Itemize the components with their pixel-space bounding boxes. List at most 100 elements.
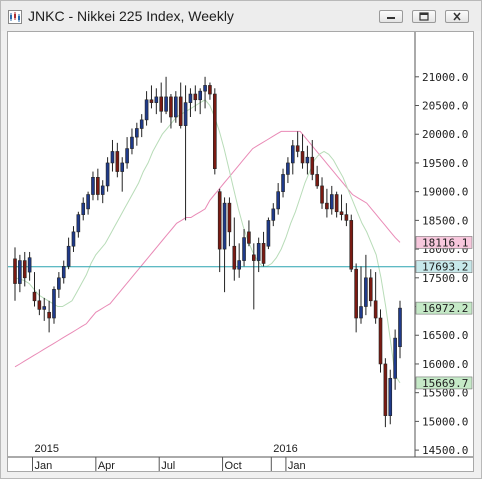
candle-body-57 <box>290 145 295 164</box>
minimize-icon <box>387 17 395 19</box>
candle-body-38 <box>198 90 202 101</box>
minimize-button[interactable] <box>379 10 403 23</box>
candle-body-28 <box>149 99 154 103</box>
price-box-bg-0 <box>415 236 473 249</box>
candle-body-75 <box>378 317 383 365</box>
candle-body-13 <box>76 214 81 233</box>
candle-body-69 <box>349 220 354 270</box>
maximize-button[interactable] <box>412 10 436 23</box>
title-bar[interactable]: JNKC - Nikkei 225 Index, Weekly <box>1 1 481 31</box>
candle-body-68 <box>344 214 349 221</box>
candle-body-26 <box>139 119 144 129</box>
candle-body-51 <box>261 243 266 264</box>
year-label-1: 2016 <box>273 443 297 455</box>
candle-body-55 <box>281 174 285 192</box>
price-box-bg-1 <box>415 260 473 274</box>
candle-body-71 <box>359 306 363 319</box>
candle-body-24 <box>130 136 134 149</box>
candle-body-18 <box>100 185 105 195</box>
candle-body-47 <box>242 237 246 261</box>
candle-body-74 <box>373 300 378 319</box>
price-box-bg-3 <box>415 376 473 390</box>
candle-body-3 <box>27 257 32 273</box>
close-icon <box>453 12 461 21</box>
candle-body-0 <box>13 258 17 284</box>
candle-body-16 <box>91 177 95 195</box>
candle-body-7 <box>47 311 51 319</box>
candle-body-62 <box>315 174 319 187</box>
candle-body-67 <box>339 211 344 215</box>
price-box-label-2: 16972.2 <box>422 302 468 315</box>
candle-body-52 <box>266 220 271 247</box>
close-button[interactable] <box>445 10 469 23</box>
candle-body-8 <box>52 288 56 319</box>
month-label-1: Apr <box>98 460 115 471</box>
candle-body-76 <box>383 363 388 416</box>
price-box-2: 16972.2 <box>415 301 473 315</box>
y-tick-label-13: 14500.0 <box>422 444 468 457</box>
candle-body-15 <box>86 194 90 210</box>
candle-body-20 <box>110 151 115 164</box>
moving-average-line-1 <box>14 130 401 368</box>
candle-body-35 <box>183 102 188 126</box>
candle-body-33 <box>174 96 178 118</box>
candle-body-48 <box>247 231 251 244</box>
candle-body-22 <box>120 162 125 172</box>
month-label-3: Oct <box>225 460 242 471</box>
candle-body-37 <box>193 93 198 101</box>
maximize-icon <box>419 12 429 21</box>
price-box-bg-2 <box>415 301 473 315</box>
candle-body-53 <box>271 208 276 221</box>
month-label-2: Jul <box>161 460 175 471</box>
candle-body-9 <box>57 277 61 290</box>
candle-body-72 <box>364 277 368 307</box>
y-tick-label-9: 16500.0 <box>422 329 468 342</box>
candle-body-65 <box>329 194 334 210</box>
candle-body-46 <box>237 260 241 270</box>
candle-body-45 <box>232 245 237 270</box>
plot-background <box>8 32 415 457</box>
y-tick-label-1: 20500.0 <box>422 100 468 113</box>
candle-body-29 <box>154 96 159 103</box>
price-box-1: 17693.2 <box>415 260 473 274</box>
candle-body-5 <box>37 300 42 310</box>
candle-body-50 <box>256 243 261 261</box>
candle-body-2 <box>22 260 27 279</box>
candle-body-49 <box>251 254 256 261</box>
price-box-0: 18116.1 <box>415 236 473 249</box>
y-tick-label-2: 20000.0 <box>422 128 468 141</box>
candle-body-64 <box>325 202 329 210</box>
month-label-0: Jan <box>34 460 52 471</box>
price-box-label-0: 18116.1 <box>422 236 468 249</box>
candle-body-27 <box>144 99 149 121</box>
candle-body-79 <box>398 307 402 348</box>
price-chart[interactable]: 21000.0 20500.0 20000.0 19500.0 19000.0 18500… <box>8 32 473 472</box>
candle-body-23 <box>125 148 129 164</box>
candle-body-1 <box>18 260 22 284</box>
chart-area[interactable]: 21000.0 20500.0 20000.0 19500.0 19000.0 18500… <box>7 31 474 472</box>
candle-body-42 <box>217 191 222 250</box>
candle-body-63 <box>320 185 324 204</box>
candle-body-6 <box>42 306 47 310</box>
candle-body-60 <box>305 156 310 164</box>
year-label-0: 2015 <box>34 443 58 455</box>
candle-body-77 <box>388 378 393 416</box>
price-box-label-3: 15669.7 <box>422 377 468 390</box>
y-tick-label-10: 16000.0 <box>422 358 468 371</box>
y-tick-label-5: 18500.0 <box>422 214 468 227</box>
window-title: JNKC - Nikkei 225 Index, Weekly <box>28 8 234 24</box>
y-tick-label-12: 15000.0 <box>422 415 468 428</box>
candle-body-59 <box>300 151 305 164</box>
candle-body-32 <box>169 96 173 118</box>
moving-average-line-2 <box>14 99 401 384</box>
candle-body-70 <box>354 268 358 319</box>
candle-body-30 <box>159 96 164 112</box>
candle-body-41 <box>213 93 217 169</box>
candle-body-10 <box>61 266 66 279</box>
candle-body-40 <box>208 85 212 95</box>
candle-body-4 <box>32 291 37 302</box>
candle-body-34 <box>178 96 183 126</box>
y-tick-label-3: 19500.0 <box>422 157 468 170</box>
candle-body-43 <box>222 202 227 250</box>
